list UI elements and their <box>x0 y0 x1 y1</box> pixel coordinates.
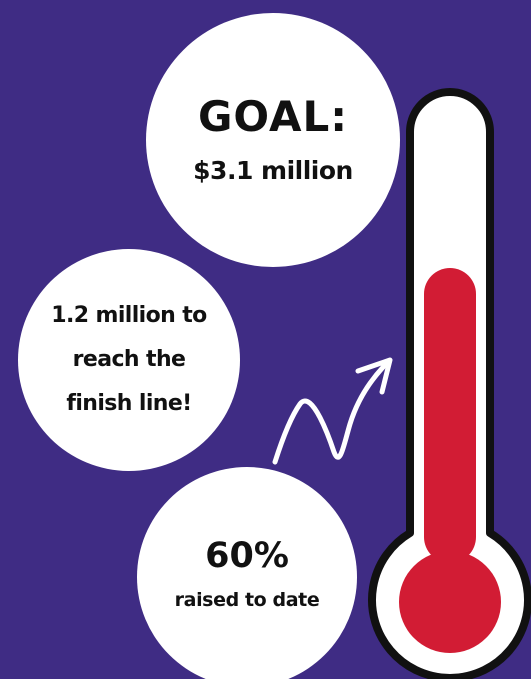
remaining-line: reach the <box>72 347 186 372</box>
goal-amount: $3.1 million <box>193 156 353 185</box>
goal-bubble: GOAL: $3.1 million <box>146 13 400 267</box>
raised-percent: 60% <box>205 536 289 576</box>
thermometer-icon <box>368 88 531 679</box>
raised-bubble: 60% raised to date <box>137 467 357 679</box>
goal-label: GOAL: <box>197 92 349 141</box>
thermometer-bulb <box>399 551 501 653</box>
raised-caption: raised to date <box>174 589 320 611</box>
remaining-line: 1.2 million to <box>51 303 207 328</box>
arrow-squiggle <box>272 359 391 465</box>
remaining-bubble: 1.2 million to reach the finish line! <box>18 249 240 471</box>
arrow-head <box>355 357 393 395</box>
squiggle-arrow-icon <box>272 357 393 465</box>
thermometer-fill-column <box>424 268 476 563</box>
remaining-line: finish line! <box>66 391 192 416</box>
